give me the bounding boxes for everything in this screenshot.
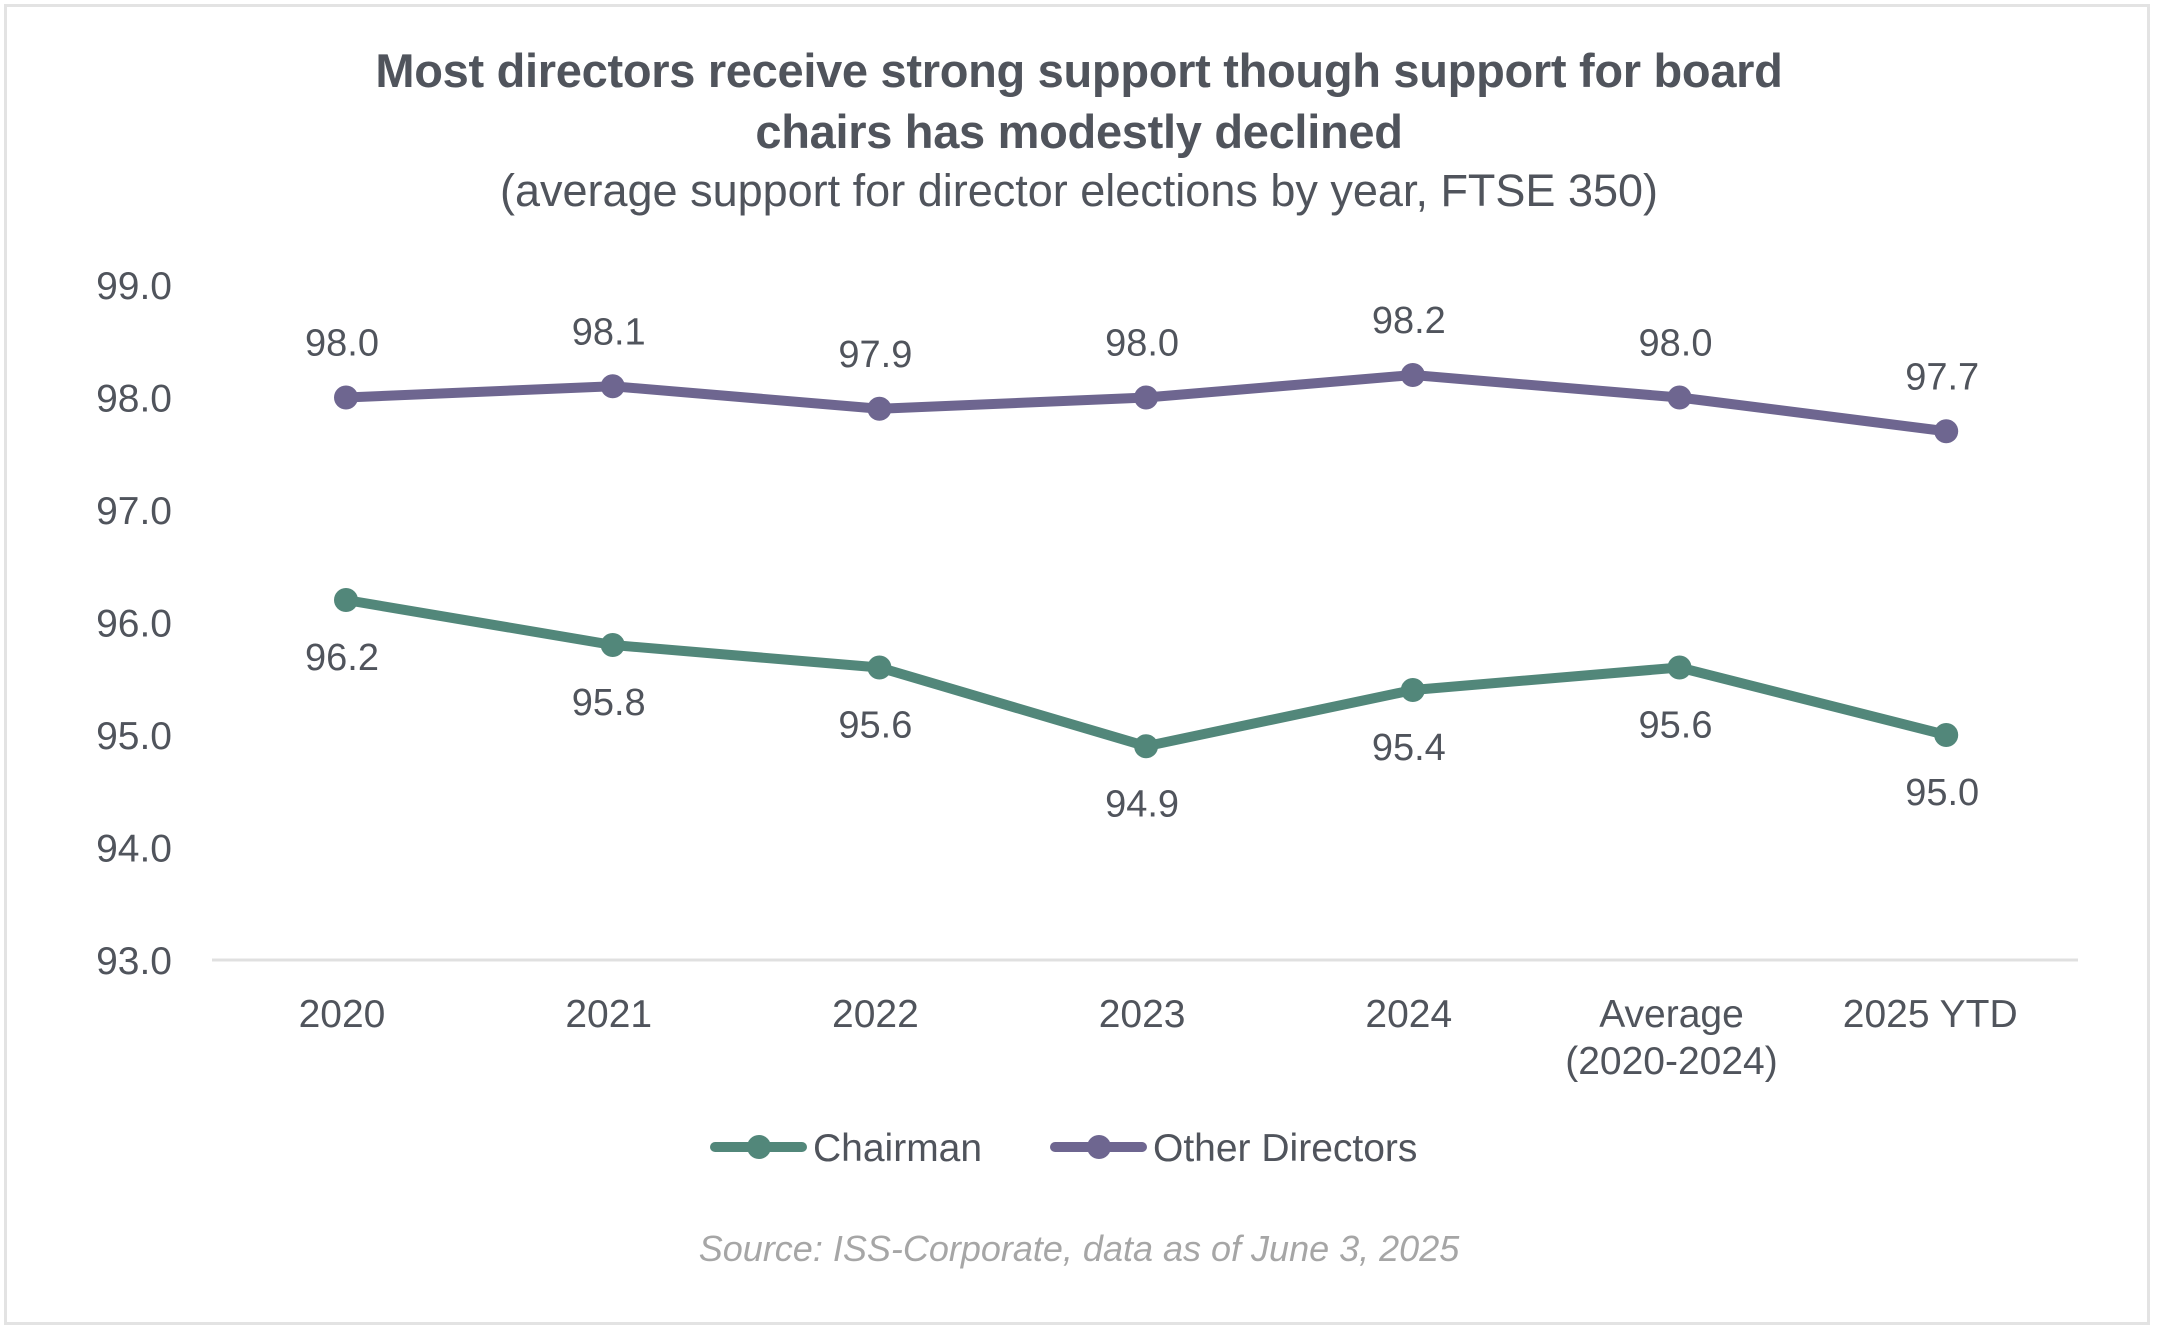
data-point-chairman: [1134, 734, 1159, 759]
data-label: 95.4: [1372, 727, 1446, 769]
legend-item-other-directors: Other Directors: [1050, 1127, 1417, 1170]
x-tick-label: 2025 YTD: [1843, 993, 2018, 1036]
data-label: 98.0: [305, 323, 379, 365]
x-tick-label: 2020: [299, 993, 386, 1036]
x-tick-label: 2023: [1099, 993, 1186, 1036]
legend-item-chairman: Chairman: [710, 1127, 982, 1170]
data-point-chairman: [600, 633, 625, 657]
data-label: 97.9: [838, 334, 912, 376]
chart-subtitle: (average support for director elections …: [499, 165, 1659, 216]
data-label: 94.9: [1105, 783, 1179, 825]
data-label: 98.2: [1372, 300, 1446, 342]
data-label: 95.8: [572, 682, 646, 724]
chart-title-line-2: chairs has modestly declined: [755, 105, 1403, 158]
data-point-other-directors: [1934, 419, 1959, 444]
y-tick-label: 95.0: [96, 715, 172, 758]
legend-marker-icon: [1087, 1135, 1111, 1159]
y-tick-label: 93.0: [96, 940, 172, 983]
data-point-chairman: [334, 588, 358, 612]
data-label: 95.6: [838, 705, 912, 747]
x-tick-label: 2021: [565, 993, 652, 1036]
data-labels: 96.2 95.8 95.6 94.9 95.4 95.6 95.0 98.0 98.1 97.9…: [305, 300, 1979, 825]
x-tick-label: Average: [1599, 993, 1744, 1036]
data-point-other-directors: [1134, 385, 1159, 410]
data-point-other-directors: [600, 374, 625, 399]
source-note: Source: ISS-Corporate, data as of June 3…: [698, 1228, 1460, 1269]
y-tick-label: 99.0: [96, 265, 172, 308]
data-label: 96.2: [305, 637, 379, 679]
y-tick-label: 96.0: [96, 603, 172, 646]
x-tick-label: 2024: [1365, 993, 1452, 1036]
data-point-chairman: [1667, 655, 1692, 680]
data-label: 98.0: [1105, 323, 1179, 365]
y-axis-ticks: 93.0 94.0 95.0 96.0 97.0 98.0 99.0: [96, 265, 172, 983]
y-tick-label: 97.0: [96, 490, 172, 533]
x-axis-labels: 2020 2021 2022 2023 2024 Average(2020-2024) 20…: [299, 993, 2018, 1083]
data-point-chairman: [1934, 723, 1959, 747]
data-label: 98.0: [1639, 323, 1713, 365]
series-group: [334, 363, 1959, 759]
chart-title: Most directors receive strong support th…: [0, 40, 2158, 162]
data-label: 95.0: [1905, 772, 1979, 814]
legend-label: Other Directors: [1153, 1127, 1417, 1170]
y-tick-label: 94.0: [96, 828, 172, 871]
chart-frame: [4, 4, 2150, 1325]
data-label: 98.1: [572, 311, 646, 353]
chart-title-line-1: Most directors receive strong support th…: [375, 44, 1783, 97]
legend-label: Chairman: [813, 1127, 982, 1170]
x-tick-label: (2020-2024): [1565, 1040, 1777, 1083]
data-label: 97.7: [1905, 356, 1979, 398]
x-tick-label: 2022: [832, 993, 919, 1036]
data-point-chairman: [867, 655, 892, 680]
data-point-other-directors: [867, 396, 892, 421]
legend-marker-icon: [747, 1135, 771, 1159]
data-label: 95.6: [1639, 705, 1713, 747]
y-tick-label: 98.0: [96, 378, 172, 421]
legend: Chairman Other Directors: [710, 1127, 1417, 1170]
data-point-other-directors: [1667, 385, 1692, 410]
data-point-chairman: [1400, 678, 1425, 702]
data-point-other-directors: [334, 385, 358, 410]
data-point-other-directors: [1400, 363, 1425, 387]
